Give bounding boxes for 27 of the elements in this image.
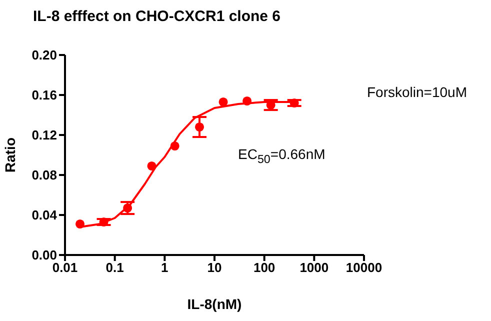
text: Forskolin=10uM — [367, 84, 467, 100]
point — [123, 203, 132, 213]
y-tick-label: 0.04 — [32, 208, 58, 223]
point — [147, 161, 156, 171]
point — [242, 96, 252, 106]
x-axis-title: IL-8(nM) — [187, 296, 242, 312]
y-axis-title: Ratio — [2, 138, 18, 172]
y-tick-label: 0.12 — [32, 128, 57, 143]
x-tick-label: 10 — [207, 260, 222, 276]
point — [99, 217, 108, 227]
x-tick-label: 10000 — [346, 260, 382, 276]
annotation: EC$_{50}$=0.66nM — [238, 146, 326, 166]
x-tick-label: 0.01 — [52, 260, 78, 276]
point — [170, 141, 180, 151]
point — [75, 219, 85, 229]
x-tick-label: 100 — [253, 260, 276, 276]
x-tick-label: 1 — [161, 260, 168, 276]
y-tick-label: 0.00 — [32, 248, 57, 263]
x-tick-label: 0.1 — [106, 260, 124, 276]
x-tick-label: 1000 — [300, 260, 329, 276]
chart-title: IL-8 efffect on CHO-CXCR1 clone 6 — [33, 8, 281, 25]
y-tick-label: 0.20 — [32, 48, 57, 63]
point — [218, 97, 228, 107]
y-tick-label: 0.08 — [32, 168, 57, 183]
y-tick-label: 0.16 — [32, 88, 57, 103]
point — [290, 98, 299, 108]
point — [194, 122, 204, 132]
